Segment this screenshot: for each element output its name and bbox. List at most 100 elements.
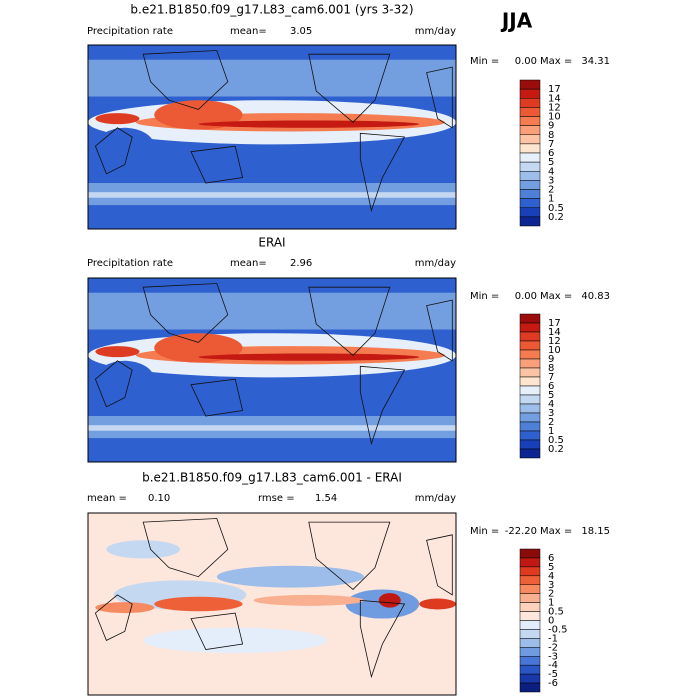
season: JJA (500, 9, 533, 33)
left-label: Precipitation rate (87, 258, 173, 269)
colorbar-label: 17 (548, 84, 561, 95)
colorbar-label: 8 (548, 130, 554, 141)
colorbar-label: 6 (548, 148, 554, 159)
colorbar-box (519, 611, 541, 621)
colorbar-box (519, 403, 541, 414)
colorbar-label: -1 (548, 633, 558, 644)
colorbar-box (519, 584, 541, 594)
colorbar-label: 10 (548, 345, 561, 356)
min-label: Min = (470, 526, 499, 537)
colorbar-label: -4 (548, 660, 558, 671)
map-field (106, 540, 180, 559)
colorbar-box (519, 638, 541, 648)
colorbar-label: 1 (548, 426, 554, 437)
units: mm/day (415, 26, 456, 37)
colorbar-label: 4 (548, 571, 554, 582)
colorbar-box (519, 385, 541, 396)
coastline (94, 360, 133, 408)
mean-label: mean= (230, 26, 267, 37)
colorbar-label: -6 (548, 678, 558, 689)
colorbar-label: 7 (548, 139, 554, 150)
colorbar-label: 5 (548, 562, 554, 573)
colorbar-box (519, 322, 541, 333)
colorbar-label: -3 (548, 651, 558, 662)
colorbar-box (519, 358, 541, 369)
colorbar-box (519, 566, 541, 577)
colorbar-box (519, 134, 541, 145)
max-value: 40.83 (581, 291, 610, 302)
map-field (143, 627, 328, 654)
colorbar-label: 0 (548, 616, 554, 627)
colorbar-label: 1 (548, 598, 554, 609)
coastline (426, 534, 453, 596)
colorbar-label: 7 (548, 372, 554, 383)
map-frame (87, 277, 457, 463)
map-field (88, 192, 456, 198)
colorbar-label: 4 (548, 166, 554, 177)
colorbar-label: 3 (548, 175, 554, 186)
coastline (359, 365, 406, 446)
colorbar-box (519, 216, 541, 227)
colorbar-label: 3 (548, 408, 554, 419)
min-value: 0.00 (515, 291, 537, 302)
panel-title: ERAI (258, 236, 285, 250)
colorbar-box (519, 394, 541, 405)
colorbar-box (519, 548, 541, 559)
colorbar-box (519, 448, 541, 459)
colorbar-box (519, 313, 541, 324)
left-label: mean = (87, 493, 127, 504)
coastline (426, 299, 453, 362)
map-field (253, 594, 364, 606)
coastline (94, 594, 133, 641)
map-field (88, 59, 456, 97)
colorbar-label: 17 (548, 318, 561, 329)
colorbar-label: -5 (548, 669, 558, 680)
coastline (190, 145, 244, 184)
colorbar-label: 14 (548, 327, 561, 338)
colorbar-label: 6 (548, 381, 554, 392)
colorbar-label: 2 (548, 185, 554, 196)
colorbar-box (519, 557, 541, 568)
coastline (308, 53, 391, 123)
colorbar-box (519, 575, 541, 585)
colorbar-box (519, 207, 541, 218)
colorbar-box (519, 98, 541, 108)
colorbar-label: 3 (548, 580, 554, 591)
map-field (198, 120, 420, 128)
colorbar-label: 0.5 (548, 435, 564, 446)
colorbar-box (519, 412, 541, 423)
colorbar-label: 2 (548, 589, 554, 600)
colorbar-label: 5 (548, 157, 554, 168)
colorbar-box (519, 107, 541, 117)
map-field (419, 598, 456, 610)
map-field (95, 113, 140, 125)
colorbar-label: 1 (548, 194, 554, 205)
units: mm/day (415, 258, 456, 269)
map-field (88, 292, 456, 330)
map-field (95, 602, 155, 614)
colorbar-label: 4 (548, 399, 554, 410)
colorbar-box (519, 629, 541, 639)
colorbar-label: 0.2 (548, 212, 564, 223)
max-label: Max = (540, 526, 572, 537)
coastline (94, 127, 133, 175)
max-label: Max = (540, 291, 572, 302)
map-field (198, 353, 420, 361)
rmse-value: 1.54 (315, 493, 337, 504)
colorbar-box (519, 647, 541, 657)
left-label: Precipitation rate (87, 26, 173, 37)
min-label: Min = (470, 56, 499, 67)
min-value: -22.20 (505, 526, 537, 537)
map-field (88, 425, 456, 431)
colorbar-label: 2 (548, 417, 554, 428)
colorbar-box (519, 593, 541, 603)
colorbar-box (519, 125, 541, 135)
min-label: Min = (470, 291, 499, 302)
units: mm/day (415, 493, 456, 504)
colorbar-label: -0.5 (548, 624, 568, 635)
colorbar-box (519, 367, 541, 378)
map-field (95, 127, 155, 165)
mean-value: 0.10 (148, 493, 170, 504)
panel-title: b.e21.B1850.f09_g17.L83_cam6.001 - ERAI (142, 471, 402, 485)
